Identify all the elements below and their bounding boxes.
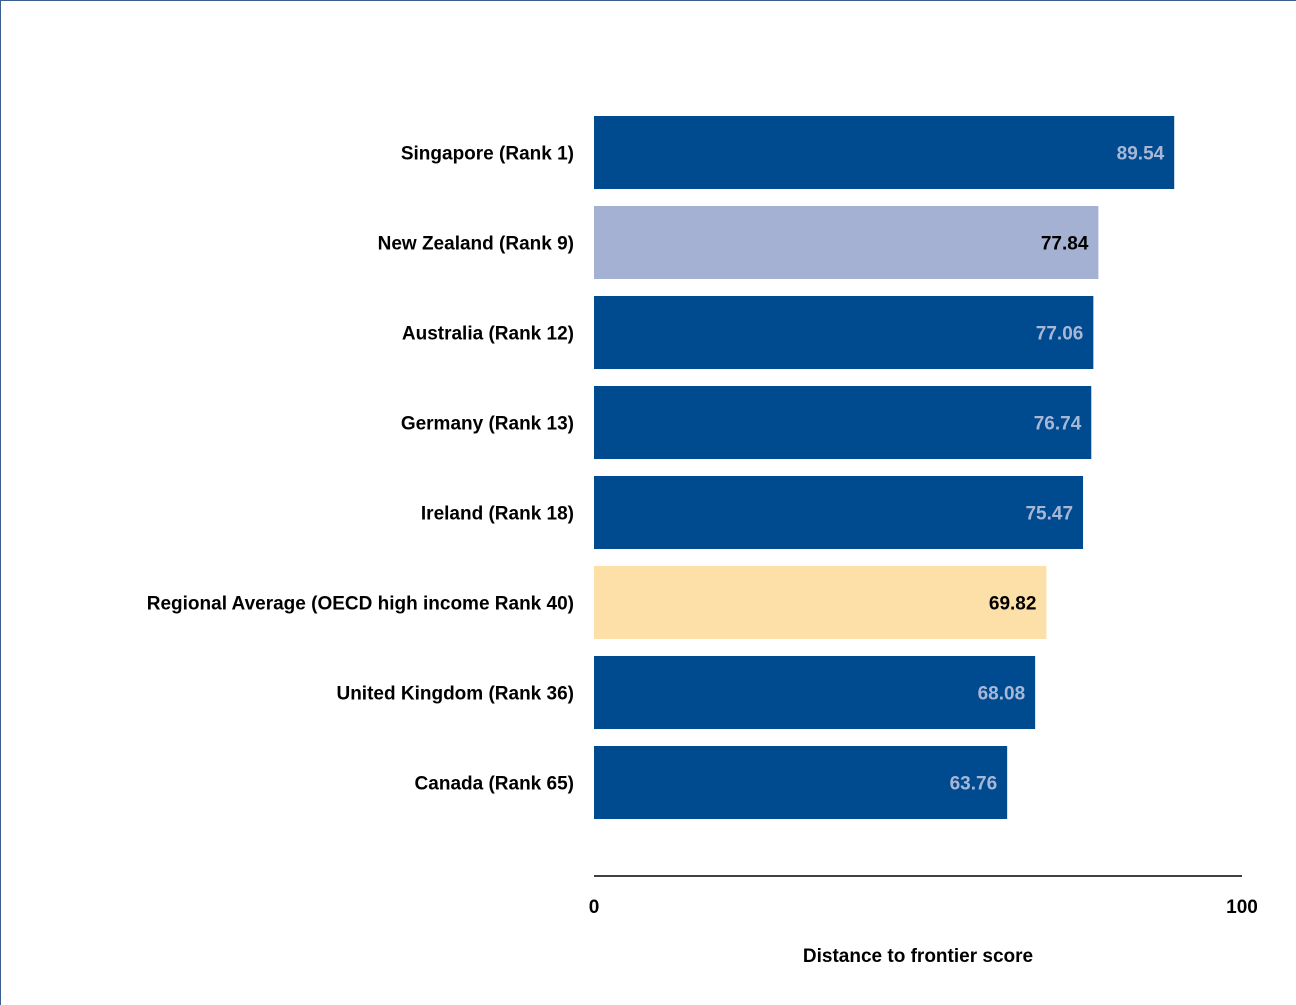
- bar-1: [594, 206, 1099, 279]
- category-label-6: United Kingdom (Rank 36): [336, 684, 574, 705]
- value-label-3: 76.74: [1034, 414, 1082, 435]
- value-label-2: 77.06: [1036, 324, 1084, 345]
- category-labels: Singapore (Rank 1) New Zealand (Rank 9) Au…: [147, 144, 574, 795]
- x-tick-label-100: 100: [1226, 897, 1258, 918]
- value-label-0: 89.54: [1117, 144, 1165, 165]
- value-labels: 89.54 77.84 77.06 76.74 75.47 69.82 68.08 63.76: [950, 144, 1165, 795]
- bar-4: [594, 476, 1084, 549]
- value-label-1: 77.84: [1041, 234, 1089, 255]
- category-label-7: Canada (Rank 65): [415, 774, 574, 795]
- value-label-4: 75.47: [1025, 504, 1073, 525]
- bar-6: [594, 656, 1036, 729]
- value-label-5: 69.82: [989, 594, 1037, 615]
- bar-2: [594, 296, 1094, 369]
- category-label-2: Australia (Rank 12): [402, 324, 574, 345]
- category-label-5: Regional Average (OECD high income Rank …: [147, 594, 574, 615]
- x-tick-label-0: 0: [589, 897, 600, 918]
- category-label-0: Singapore (Rank 1): [401, 144, 574, 165]
- category-label-3: Germany (Rank 13): [401, 414, 574, 435]
- bar-0: [594, 116, 1175, 189]
- bar-3: [594, 386, 1092, 459]
- bar-7: [594, 746, 1008, 819]
- category-label-4: Ireland (Rank 18): [421, 504, 574, 525]
- bar-5: [594, 566, 1047, 639]
- x-axis-title: Distance to frontier score: [803, 946, 1033, 967]
- value-label-7: 63.76: [950, 774, 998, 795]
- value-label-6: 68.08: [978, 684, 1026, 705]
- category-label-1: New Zealand (Rank 9): [378, 234, 574, 255]
- bars-group: [594, 116, 1175, 819]
